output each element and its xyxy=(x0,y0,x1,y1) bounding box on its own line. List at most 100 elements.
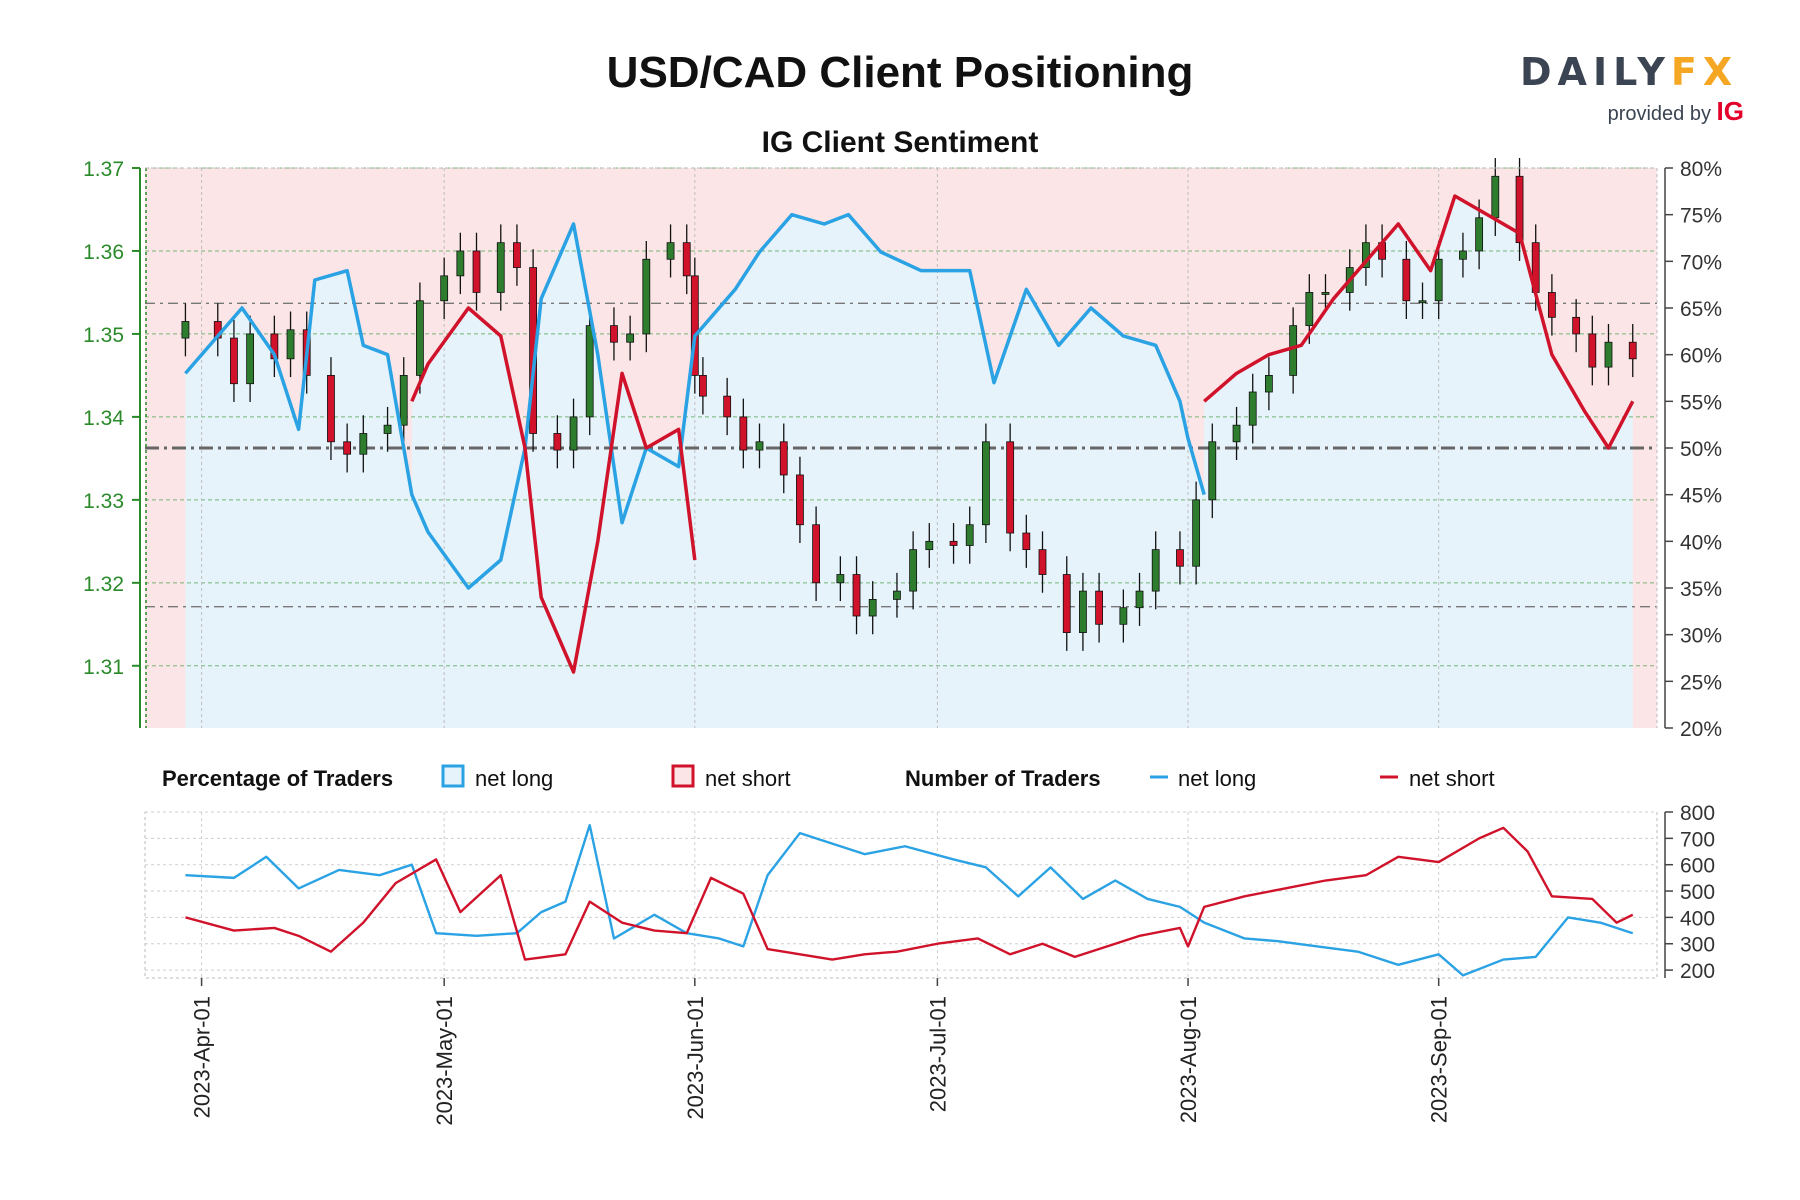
traders-tick-label: 500 xyxy=(1680,881,1715,904)
candle-body xyxy=(949,540,958,546)
price-tick-label: 1.33 xyxy=(83,490,124,513)
candle-body xyxy=(456,250,465,277)
candle-body xyxy=(723,395,732,418)
candle-body xyxy=(666,242,675,260)
candle xyxy=(852,556,861,635)
candle-body xyxy=(1095,590,1103,625)
candle-body xyxy=(440,275,449,302)
candle-body xyxy=(1151,549,1160,592)
candle-body xyxy=(569,416,578,451)
candle-body xyxy=(399,375,408,426)
x-tick-label: 2023-Jul-01 xyxy=(925,996,950,1112)
chart-subtitle: IG Client Sentiment xyxy=(761,126,1039,159)
candle xyxy=(1062,556,1071,651)
candle-body xyxy=(1459,250,1467,260)
candle xyxy=(1232,406,1241,461)
legend-num-long-label: net long xyxy=(1178,766,1256,791)
candle-body xyxy=(1264,375,1273,393)
candle xyxy=(1135,572,1144,626)
traders-tick-label: 800 xyxy=(1680,802,1715,825)
chart-title: USD/CAD Client Positioning xyxy=(606,48,1194,97)
candle-body xyxy=(1062,574,1071,633)
candle-body xyxy=(1475,217,1484,252)
candle xyxy=(610,307,618,361)
candle-body xyxy=(1232,424,1241,443)
candle-body xyxy=(1289,325,1298,376)
candle xyxy=(343,423,352,473)
price-tick-label: 1.31 xyxy=(83,656,124,679)
price-tick-label: 1.32 xyxy=(83,573,124,596)
long-bg-region-3 xyxy=(1204,196,1633,728)
pct-tick-label: 20% xyxy=(1680,718,1722,741)
legend: Percentage of Traders net long net short Nu… xyxy=(162,764,1495,791)
candle xyxy=(666,224,675,278)
traders-tick-label: 200 xyxy=(1680,960,1715,983)
candle-body xyxy=(699,375,707,397)
candle-body xyxy=(1321,292,1330,295)
pct-tick-label: 55% xyxy=(1680,391,1722,414)
candle-body xyxy=(1515,175,1524,244)
candle xyxy=(513,224,521,286)
candle-body xyxy=(1491,175,1500,219)
candle-body xyxy=(1176,549,1184,567)
x-tick-label: 2023-Jun-01 xyxy=(683,996,708,1120)
pct-tick-label: 75% xyxy=(1680,205,1722,228)
pct-tick-label: 80% xyxy=(1680,158,1722,181)
candle-body xyxy=(836,574,845,584)
candle xyxy=(909,531,918,610)
candle xyxy=(569,398,578,469)
traders-net-long-line xyxy=(185,823,1634,977)
candle-body xyxy=(739,416,748,451)
candle xyxy=(925,523,934,568)
candle xyxy=(585,307,594,436)
candle xyxy=(1079,572,1087,651)
candle-body xyxy=(893,590,901,600)
candle xyxy=(949,523,958,564)
long-bg-region-2 xyxy=(411,308,695,728)
traders-panel-frame xyxy=(144,811,1658,979)
price-tick-label: 1.36 xyxy=(83,241,124,264)
candle xyxy=(682,224,691,295)
price-tick-label: 1.37 xyxy=(83,158,124,181)
candle-body xyxy=(1248,391,1257,426)
candle xyxy=(1248,373,1257,444)
traders-panel: 200 300 400 500 600 700 800 xyxy=(144,802,1715,983)
candle-body xyxy=(925,540,934,551)
candle-body xyxy=(1572,316,1581,335)
x-tick-label: 2023-Aug-01 xyxy=(1176,996,1201,1123)
candle xyxy=(812,506,821,602)
candle xyxy=(1402,241,1411,319)
candle xyxy=(699,357,707,415)
candle-body xyxy=(981,441,990,526)
candle-body xyxy=(1434,258,1443,302)
candle-body xyxy=(909,549,918,592)
candle-body xyxy=(472,250,481,293)
dailyfx-logo: DAILYFX provided by IG xyxy=(1520,50,1750,127)
candle xyxy=(286,311,295,378)
candle-body xyxy=(812,524,821,584)
candle xyxy=(1321,274,1330,311)
candle xyxy=(246,315,255,402)
candle-body xyxy=(626,333,635,343)
candle-body xyxy=(755,441,764,451)
candle xyxy=(1572,299,1581,353)
pct-tick-label: 35% xyxy=(1680,578,1722,601)
brand-name: DAILYFX xyxy=(1520,50,1750,94)
candle xyxy=(1192,481,1201,585)
candle xyxy=(796,456,804,543)
candle xyxy=(1434,241,1443,319)
legend-pct-long-swatch xyxy=(441,764,465,788)
candle-body xyxy=(553,433,562,451)
brand-provider: IG xyxy=(1716,96,1744,126)
candle xyxy=(1208,423,1217,519)
legend-num-short-label: net short xyxy=(1409,766,1495,791)
brand-provided-text: provided by xyxy=(1607,103,1711,125)
legend-percentage-title: Percentage of Traders xyxy=(162,766,393,791)
candle-body xyxy=(416,300,424,376)
traders-net-short-line xyxy=(185,826,1634,961)
x-tick-label: 2023-Sep-01 xyxy=(1427,996,1452,1123)
candle xyxy=(553,415,562,469)
sentiment-panel: 1.31 1.32 1.33 1.34 1.35 1.36 1.37 20% 25% 30% 35%… xyxy=(83,158,1722,741)
